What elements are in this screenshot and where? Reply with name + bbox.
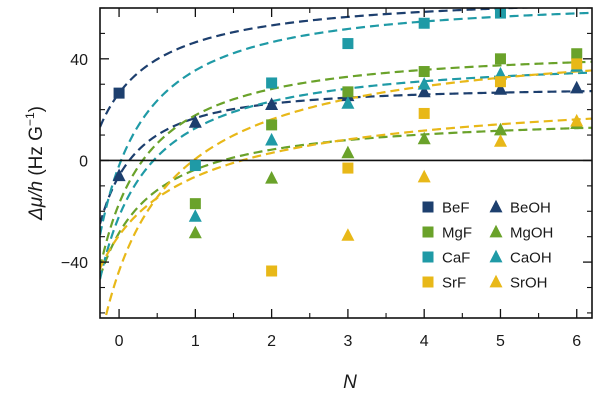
fit-curve-sroh bbox=[100, 117, 592, 270]
legend-label-beoh: BeOH bbox=[510, 200, 551, 217]
plot-border bbox=[99, 7, 593, 319]
x-tick-label-4: 4 bbox=[420, 333, 429, 350]
x-tick-label-6: 6 bbox=[572, 333, 581, 350]
legend-label-mgoh: MgOH bbox=[510, 225, 553, 242]
y-axis-title-unit: (Hz G bbox=[26, 126, 47, 181]
data-point-bef-n0 bbox=[113, 87, 125, 99]
legend-label-caoh: CaOH bbox=[510, 250, 552, 267]
legend-label-sroh: SrOH bbox=[510, 275, 548, 292]
fit-curve-caf bbox=[100, 11, 592, 236]
legend-marker-beoh bbox=[489, 199, 503, 213]
data-point-srf-n4 bbox=[418, 107, 430, 119]
legend-marker-caf bbox=[422, 251, 434, 263]
data-point-beoh-n0 bbox=[112, 168, 126, 182]
data-point-sroh-n3 bbox=[341, 228, 355, 241]
data-point-mgoh-n5 bbox=[494, 122, 507, 136]
data-point-beoh-n5 bbox=[494, 82, 507, 95]
data-point-sroh-n6 bbox=[570, 113, 584, 127]
x-tick-label-3: 3 bbox=[343, 333, 352, 350]
data-point-mgf-n3 bbox=[342, 86, 354, 98]
legend-label-mgf: MgF bbox=[442, 225, 472, 242]
y-axis-title-unit-exponent: −1 bbox=[23, 112, 37, 126]
legend-entry-sroh: SrOH bbox=[489, 274, 548, 292]
legend-entry-caoh: CaOH bbox=[489, 249, 552, 267]
y-axis-title: Δμ/h (Hz G−1) bbox=[23, 106, 47, 221]
data-point-mgf-n4 bbox=[418, 66, 430, 78]
data-point-beoh-n2 bbox=[265, 97, 279, 110]
legend-entry-mgf: MgF bbox=[422, 225, 472, 242]
data-point-beoh-n1 bbox=[188, 115, 202, 128]
legend-entry-mgoh: MgOH bbox=[489, 224, 553, 242]
data-point-caoh-n1 bbox=[188, 209, 202, 222]
fit-curves bbox=[100, 8, 592, 318]
legend-marker-sroh bbox=[489, 274, 503, 288]
data-point-caoh-n2 bbox=[265, 132, 279, 146]
plot-frame bbox=[99, 7, 593, 319]
data-point-sroh-n5 bbox=[494, 134, 507, 147]
fit-curve-mgf bbox=[100, 60, 592, 269]
y-axis-title-main: Δμ/h bbox=[26, 181, 47, 221]
legend-label-bef: BeF bbox=[442, 200, 470, 217]
x-tick-label-0: 0 bbox=[115, 333, 124, 350]
data-point-mgoh-n3 bbox=[341, 145, 355, 159]
data-point-caf-n2 bbox=[266, 77, 278, 89]
data-point-srf-n3 bbox=[342, 162, 354, 174]
legend-entry-caf: CaF bbox=[422, 250, 470, 267]
data-point-caf-n4 bbox=[418, 17, 430, 29]
legend-marker-srf bbox=[422, 276, 434, 288]
data-point-mgf-n2 bbox=[266, 119, 278, 131]
data-point-beoh-n4 bbox=[417, 84, 431, 98]
y-axis-title-unit-close: ) bbox=[26, 106, 47, 112]
x-tick-label-2: 2 bbox=[267, 333, 276, 350]
legend-label-srf: SrF bbox=[442, 275, 466, 292]
y-tick-label--40: −40 bbox=[61, 255, 88, 272]
legend-entry-srf: SrF bbox=[422, 275, 466, 292]
data-point-mgoh-n1 bbox=[188, 225, 202, 239]
y-tick-label-40: 40 bbox=[70, 52, 88, 69]
x-tick-label-1: 1 bbox=[191, 333, 200, 350]
data-point-srf-n6 bbox=[571, 58, 583, 70]
legend-marker-mgoh bbox=[489, 224, 503, 238]
data-point-srf-n5 bbox=[494, 76, 506, 88]
data-point-caf-n3 bbox=[342, 38, 354, 50]
axis-ticks: 0 1 2 3 4 5 6 −40 0 40 bbox=[61, 7, 592, 350]
data-point-beoh-n6 bbox=[570, 80, 584, 94]
fit-curve-bef bbox=[100, 8, 546, 128]
legend-marker-caoh bbox=[489, 249, 503, 263]
x-axis-title: N bbox=[343, 372, 357, 393]
legend-entry-bef: BeF bbox=[422, 200, 470, 217]
data-point-mgoh-n2 bbox=[265, 171, 279, 184]
legend: BeF BeOH MgF MgOH CaF CaOH SrF SrOH bbox=[422, 199, 553, 292]
x-tick-label-5: 5 bbox=[496, 333, 505, 350]
legend-marker-mgf bbox=[422, 226, 434, 238]
data-point-caoh-n4 bbox=[417, 77, 431, 90]
fit-curve-mgoh bbox=[100, 126, 592, 278]
data-point-mgf-n1 bbox=[189, 198, 201, 210]
data-point-srf-n2 bbox=[266, 265, 278, 277]
y-tick-label-0: 0 bbox=[79, 153, 88, 170]
data-point-mgoh-n4 bbox=[417, 131, 431, 145]
fit-curve-srf bbox=[104, 69, 592, 318]
legend-label-caf: CaF bbox=[442, 250, 470, 267]
legend-marker-bef bbox=[422, 201, 434, 213]
legend-entry-beoh: BeOH bbox=[489, 199, 551, 217]
data-point-mgf-n5 bbox=[494, 53, 506, 65]
data-point-mgf-n6 bbox=[571, 48, 583, 60]
data-point-caf-n1 bbox=[189, 160, 201, 172]
data-point-sroh-n4 bbox=[417, 169, 431, 183]
data-point-caoh-n3 bbox=[341, 96, 355, 109]
